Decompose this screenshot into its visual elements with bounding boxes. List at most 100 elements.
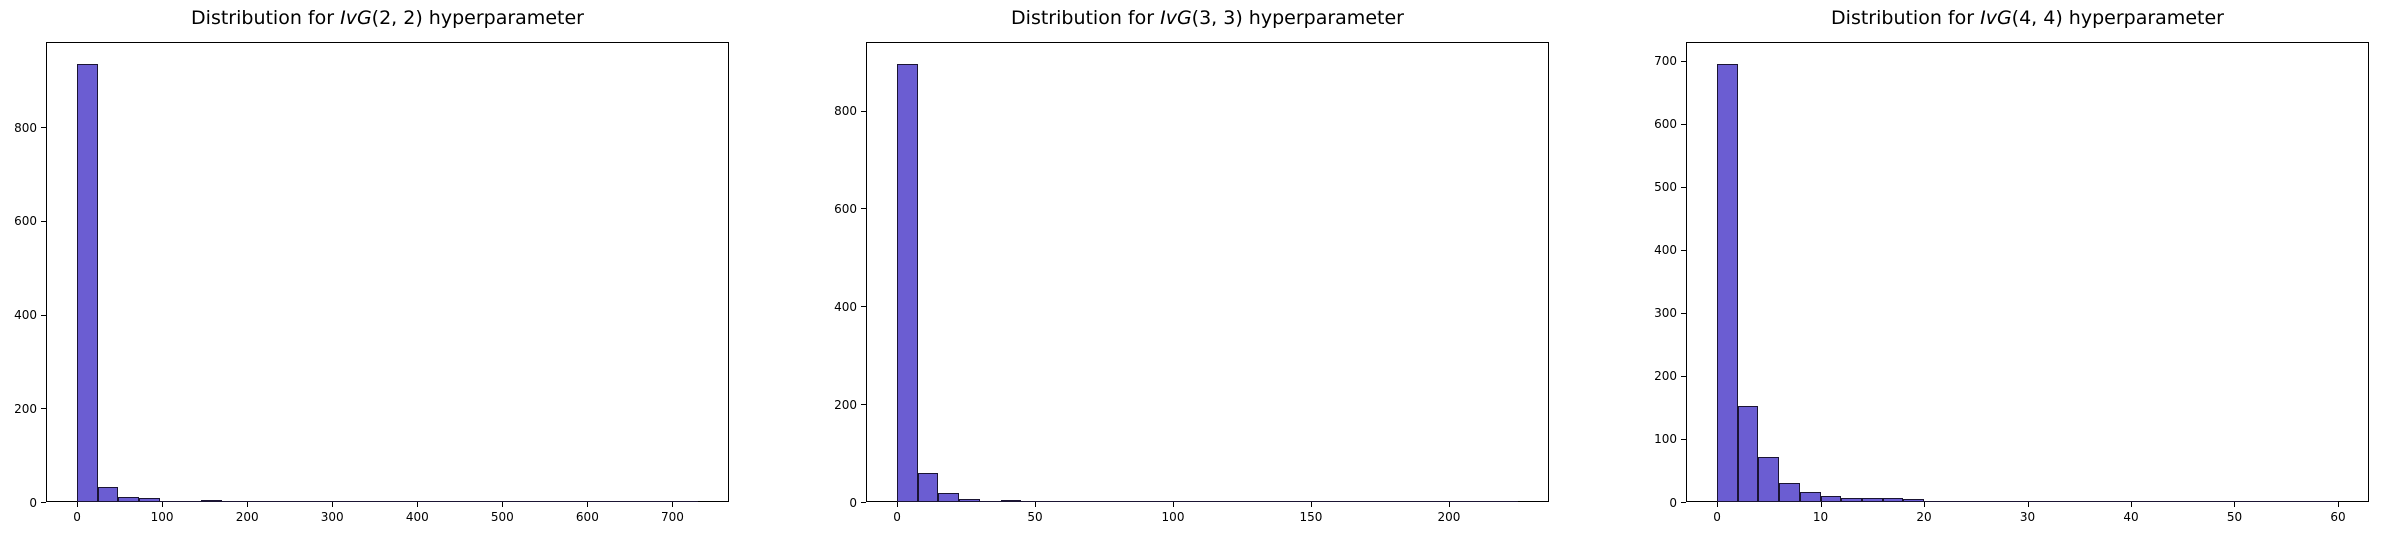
histogram-panel-2: Distribution for IvG(3, 3) hyperparamete… (820, 0, 1561, 538)
histogram-bar (1779, 483, 1800, 502)
histogram-bar (1083, 501, 1104, 502)
histogram-bar (959, 498, 980, 502)
x-axis-tick (2130, 502, 2132, 507)
y-axis-tick-label: 400 (834, 299, 857, 314)
histogram-bar (1737, 406, 1759, 502)
x-axis-tick (1820, 502, 1822, 507)
chart-title-suffix: hyperparameter (1242, 7, 1404, 29)
chart-title-math: IvG (1160, 7, 1192, 29)
x-axis-tick (247, 502, 249, 507)
x-axis-tick (1717, 502, 1719, 507)
histogram-bar (1861, 498, 1883, 502)
histogram-bar (677, 501, 698, 502)
histogram-panel-1: Distribution for IvG(2, 2) hyperparamete… (0, 0, 741, 538)
y-axis-tick (861, 208, 866, 210)
y-axis-tick (1681, 186, 1686, 188)
chart-title-prefix: Distribution for (191, 7, 341, 29)
y-axis-tick (41, 220, 46, 222)
x-axis-tick-label: 700 (660, 510, 684, 524)
x-axis-tick-label: 50 (2226, 510, 2243, 524)
histogram-bar (77, 64, 98, 502)
x-axis-tick-label: 60 (2330, 510, 2346, 524)
histogram-panel-3: Distribution for IvG(4, 4) hyperparamete… (1640, 0, 2381, 538)
histogram-bar (2317, 501, 2338, 502)
histogram-bar (1021, 501, 1042, 502)
y-axis-tick (1681, 375, 1686, 377)
y-axis-tick-label: 600 (834, 201, 857, 216)
chart-title-args: (3, 3) (1191, 7, 1243, 29)
histogram-bar (917, 472, 939, 502)
x-axis-tick (2027, 502, 2029, 507)
histogram-bar (1799, 491, 1821, 502)
chart-title-args: (2, 2) (371, 7, 423, 29)
x-axis-tick-label: 200 (235, 510, 259, 524)
x-axis-tick-label: 0 (1713, 510, 1721, 524)
y-axis-tick (41, 314, 46, 316)
histogram-bar (1000, 499, 1022, 502)
x-axis-tick-label: 50 (1027, 510, 1043, 524)
y-axis-tick-label: 100 (1654, 432, 1677, 447)
chart-title: Distribution for IvG(3, 3) hyperparamete… (866, 8, 1549, 29)
histogram-baseline (77, 501, 698, 502)
histogram-bar (938, 493, 960, 502)
x-axis-tick (502, 502, 504, 507)
x-axis-tick-label: 0 (73, 510, 81, 524)
x-axis-tick (1035, 502, 1037, 507)
y-axis-tick (41, 127, 46, 129)
chart-title: Distribution for IvG(2, 2) hyperparamete… (46, 8, 729, 29)
histogram-bar (221, 501, 243, 502)
y-axis-tick-label: 200 (14, 401, 37, 416)
x-axis-tick-label: 0 (893, 510, 901, 524)
x-axis-tick-label: 20 (1916, 510, 1932, 524)
histogram-bar (1903, 498, 1924, 502)
chart-title-prefix: Distribution for (1011, 7, 1161, 29)
y-axis-tick (1681, 502, 1686, 503)
x-axis-tick (897, 502, 899, 507)
y-axis-tick (1681, 123, 1686, 125)
y-axis-tick-label: 600 (1654, 117, 1677, 132)
x-axis-tick (1173, 502, 1174, 507)
chart-title-args: (4, 4) (2011, 7, 2063, 29)
chart-title-suffix: hyperparameter (422, 7, 584, 29)
x-axis-tick (1310, 502, 1312, 507)
x-axis-tick-label: 400 (405, 510, 429, 524)
y-axis-tick-label: 0 (849, 495, 857, 510)
y-axis-tick (1681, 60, 1686, 62)
chart-title-math: IvG (340, 7, 372, 29)
plot-area (46, 42, 729, 502)
y-axis-tick (41, 408, 46, 410)
y-axis-tick-label: 300 (1654, 306, 1677, 321)
y-axis-tick-label: 800 (834, 104, 857, 118)
chart-title: Distribution for IvG(4, 4) hyperparamete… (1686, 8, 2369, 29)
x-axis-tick (417, 502, 419, 507)
histogram-bar (1758, 456, 1780, 502)
y-axis-tick-label: 200 (1654, 369, 1677, 384)
histogram-bar (1841, 498, 1862, 502)
y-axis-tick (861, 110, 866, 112)
y-axis-tick (861, 404, 866, 406)
chart-title-math: IvG (1980, 7, 2012, 29)
x-axis-tick-label: 500 (490, 510, 514, 524)
x-axis-tick-label: 200 (1437, 510, 1461, 524)
histogram-bar (1882, 497, 1904, 502)
x-axis-tick (77, 502, 79, 507)
y-axis-tick-label: 400 (1654, 243, 1677, 258)
histogram-bar (1717, 64, 1738, 502)
y-axis-tick (861, 306, 866, 308)
chart-title-prefix: Distribution for (1831, 7, 1981, 29)
x-axis-tick-label: 300 (320, 510, 344, 524)
x-axis-tick-label: 100 (1161, 510, 1185, 524)
x-axis-tick (332, 502, 334, 507)
y-axis-tick (41, 502, 46, 503)
histogram-bar (139, 498, 160, 502)
y-axis-tick-label: 400 (14, 308, 37, 323)
y-axis-tick-label: 200 (834, 397, 857, 412)
y-axis-tick (861, 502, 866, 503)
y-axis-tick (1681, 438, 1686, 440)
x-axis-tick (672, 502, 674, 507)
histogram-bar (1820, 496, 1842, 502)
x-axis-tick-label: 600 (575, 510, 599, 524)
y-axis-tick-label: 0 (29, 495, 37, 510)
y-axis-tick-label: 700 (1654, 54, 1677, 69)
